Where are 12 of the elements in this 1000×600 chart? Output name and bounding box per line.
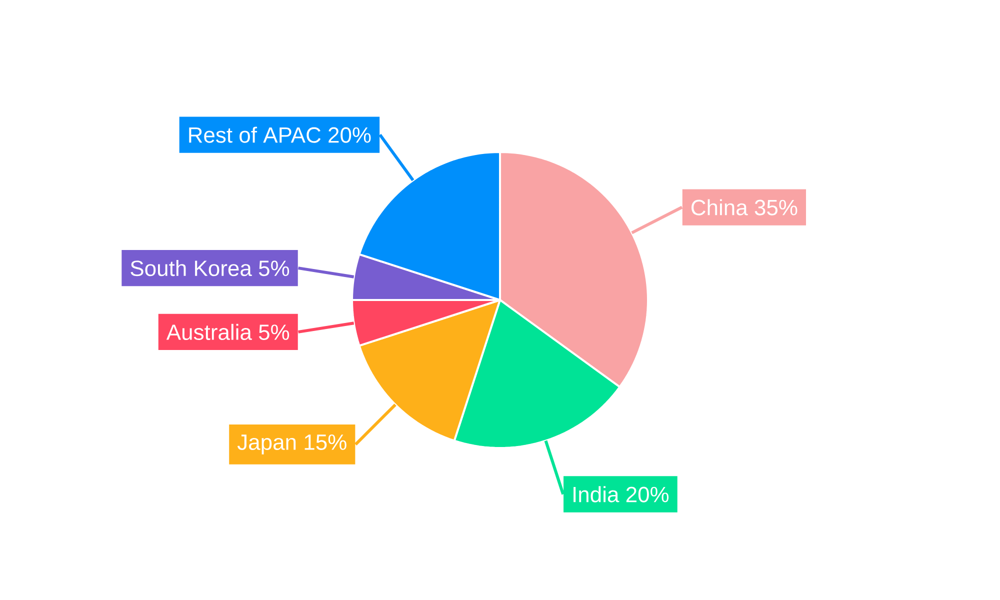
data-label: 20% [626, 486, 669, 502]
data-label: 35% [754, 200, 798, 216]
slice-label: Japan [237, 434, 296, 454]
data-label: 15% [304, 434, 346, 450]
slice-label: South Korea [130, 260, 252, 276]
data-label: 5% [258, 324, 290, 340]
data-label: 20% [328, 127, 371, 143]
slice-label: India [574, 486, 620, 502]
slice-label: China [692, 199, 748, 216]
slice-label: Australia [166, 324, 252, 340]
slice-label: Rest of APAC [189, 126, 321, 143]
data-label: 5% [258, 260, 290, 276]
